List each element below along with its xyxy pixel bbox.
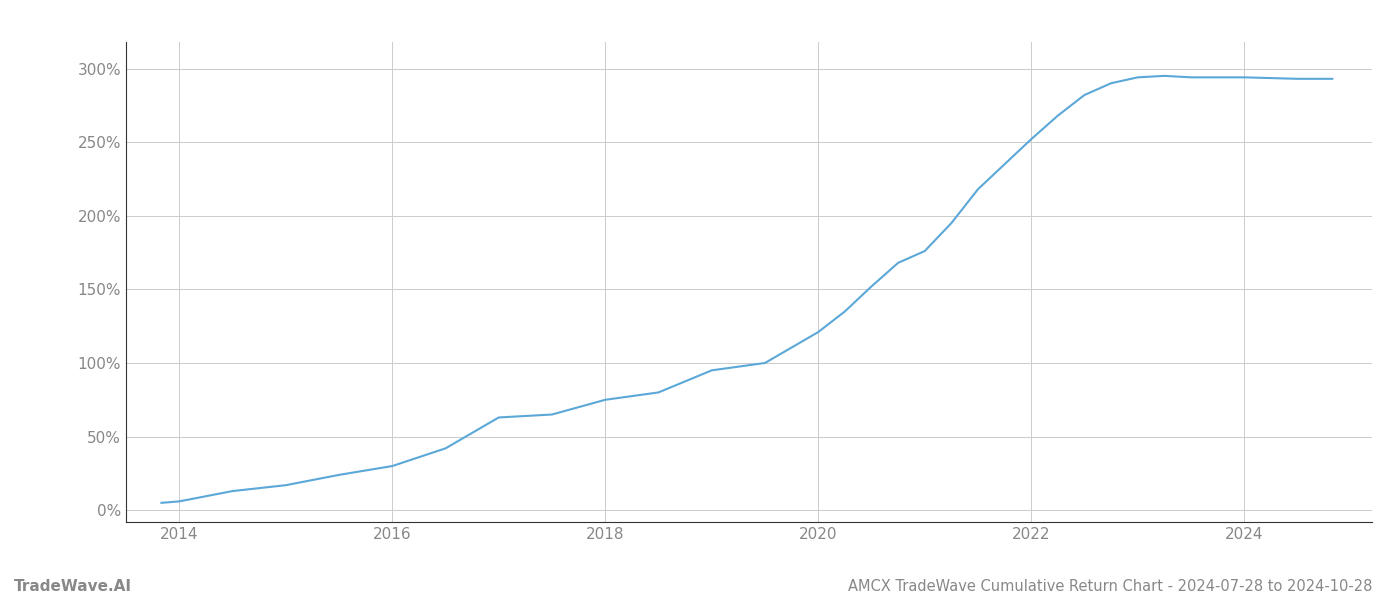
Text: TradeWave.AI: TradeWave.AI: [14, 579, 132, 594]
Text: AMCX TradeWave Cumulative Return Chart - 2024-07-28 to 2024-10-28: AMCX TradeWave Cumulative Return Chart -…: [847, 579, 1372, 594]
